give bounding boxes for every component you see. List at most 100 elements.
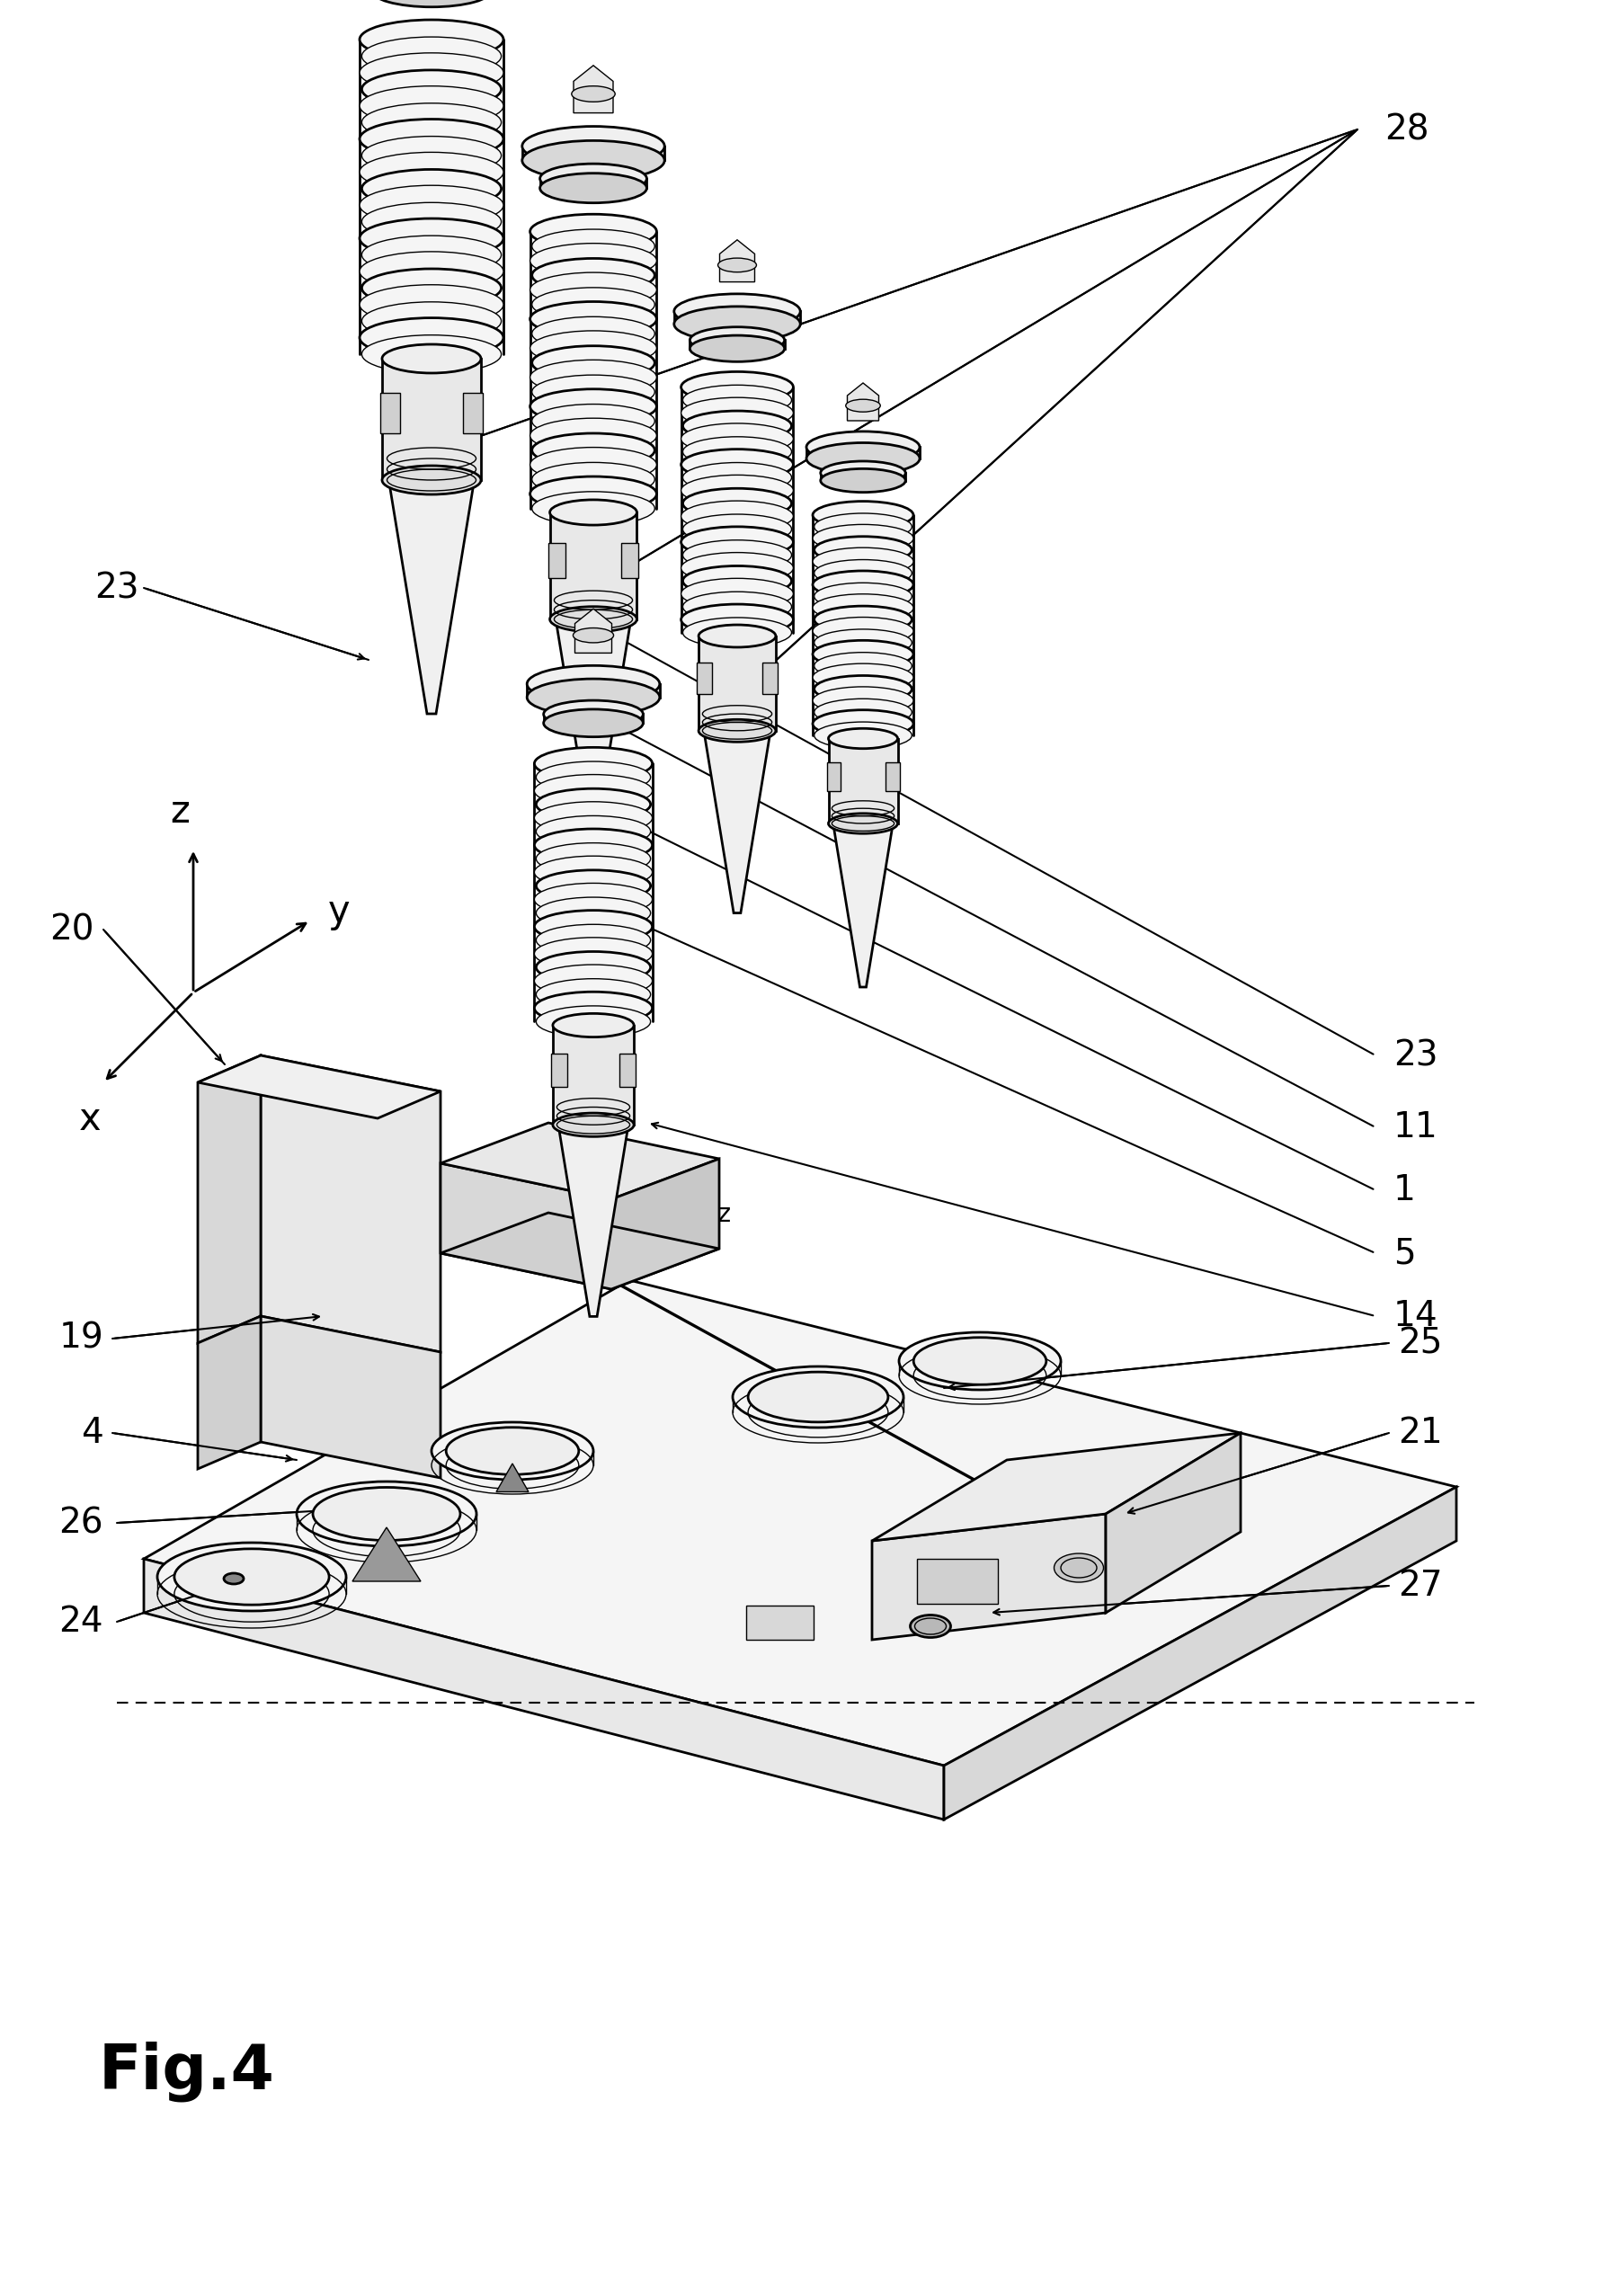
Ellipse shape [362, 301, 501, 340]
Ellipse shape [382, 344, 482, 372]
Ellipse shape [553, 1114, 633, 1137]
Polygon shape [353, 1527, 420, 1582]
Polygon shape [872, 1513, 1105, 1639]
Ellipse shape [574, 629, 614, 643]
Bar [548, 542, 565, 579]
Ellipse shape [681, 397, 793, 429]
Text: z: z [171, 792, 190, 831]
Ellipse shape [814, 606, 912, 634]
Ellipse shape [296, 1481, 477, 1545]
Ellipse shape [540, 172, 646, 202]
Ellipse shape [532, 259, 654, 292]
Ellipse shape [820, 461, 905, 484]
Ellipse shape [532, 230, 654, 264]
Bar [826, 762, 841, 790]
Ellipse shape [812, 641, 913, 668]
Polygon shape [382, 358, 482, 480]
Ellipse shape [553, 1013, 633, 1038]
Ellipse shape [362, 135, 501, 174]
Ellipse shape [530, 360, 657, 395]
Bar [551, 1054, 567, 1086]
Ellipse shape [814, 721, 912, 748]
Ellipse shape [820, 468, 905, 491]
Ellipse shape [681, 553, 793, 583]
Polygon shape [1105, 1433, 1240, 1612]
Ellipse shape [572, 85, 615, 101]
Ellipse shape [535, 937, 652, 969]
Polygon shape [575, 608, 612, 652]
Polygon shape [198, 1056, 440, 1118]
Ellipse shape [362, 236, 501, 273]
Ellipse shape [535, 748, 652, 781]
Polygon shape [440, 1212, 719, 1288]
Text: Fig.4: Fig.4 [98, 2041, 275, 2101]
Ellipse shape [543, 700, 643, 728]
Ellipse shape [681, 604, 793, 636]
Ellipse shape [681, 579, 793, 608]
Ellipse shape [812, 549, 913, 576]
Ellipse shape [535, 774, 652, 806]
Polygon shape [549, 512, 636, 620]
Ellipse shape [683, 411, 791, 441]
Ellipse shape [535, 856, 652, 889]
Ellipse shape [683, 592, 791, 622]
Ellipse shape [683, 489, 791, 519]
Ellipse shape [683, 386, 791, 416]
Bar [622, 542, 638, 579]
Ellipse shape [535, 964, 652, 996]
Ellipse shape [362, 269, 501, 308]
Text: 26: 26 [58, 1506, 103, 1541]
Polygon shape [872, 1433, 1240, 1541]
Text: 19: 19 [58, 1322, 103, 1355]
Ellipse shape [532, 317, 654, 351]
Text: 1: 1 [1394, 1173, 1416, 1208]
Ellipse shape [673, 294, 801, 328]
Ellipse shape [532, 434, 654, 466]
Bar [886, 762, 899, 790]
Ellipse shape [530, 388, 657, 425]
Text: 5: 5 [1394, 1235, 1416, 1270]
Ellipse shape [683, 540, 791, 569]
Ellipse shape [549, 606, 636, 631]
Ellipse shape [532, 404, 654, 439]
Polygon shape [556, 622, 630, 824]
Ellipse shape [814, 652, 912, 680]
Bar [698, 664, 712, 693]
Ellipse shape [812, 501, 913, 528]
Ellipse shape [174, 1550, 329, 1605]
Ellipse shape [359, 119, 503, 158]
Ellipse shape [362, 37, 501, 76]
Ellipse shape [362, 103, 501, 142]
Ellipse shape [530, 331, 657, 365]
Bar [462, 393, 483, 434]
Ellipse shape [549, 501, 636, 526]
Ellipse shape [699, 625, 777, 647]
Ellipse shape [681, 422, 793, 455]
Polygon shape [704, 735, 770, 914]
Ellipse shape [530, 301, 657, 338]
Polygon shape [522, 147, 664, 161]
Ellipse shape [814, 675, 912, 703]
Ellipse shape [899, 1332, 1060, 1389]
Ellipse shape [681, 450, 793, 480]
Ellipse shape [535, 801, 652, 833]
Ellipse shape [812, 618, 913, 645]
Ellipse shape [681, 475, 793, 505]
Ellipse shape [532, 347, 654, 379]
Ellipse shape [530, 273, 657, 308]
Ellipse shape [530, 214, 657, 248]
Ellipse shape [536, 898, 651, 928]
Ellipse shape [359, 317, 503, 358]
Ellipse shape [536, 762, 651, 792]
Polygon shape [496, 1463, 528, 1492]
Polygon shape [699, 636, 777, 730]
Ellipse shape [828, 728, 897, 748]
Polygon shape [807, 448, 920, 459]
Ellipse shape [812, 687, 913, 714]
Text: 21: 21 [1398, 1417, 1442, 1451]
Ellipse shape [359, 152, 503, 193]
Ellipse shape [814, 698, 912, 726]
Ellipse shape [690, 335, 785, 363]
Ellipse shape [362, 335, 501, 374]
Ellipse shape [681, 526, 793, 558]
